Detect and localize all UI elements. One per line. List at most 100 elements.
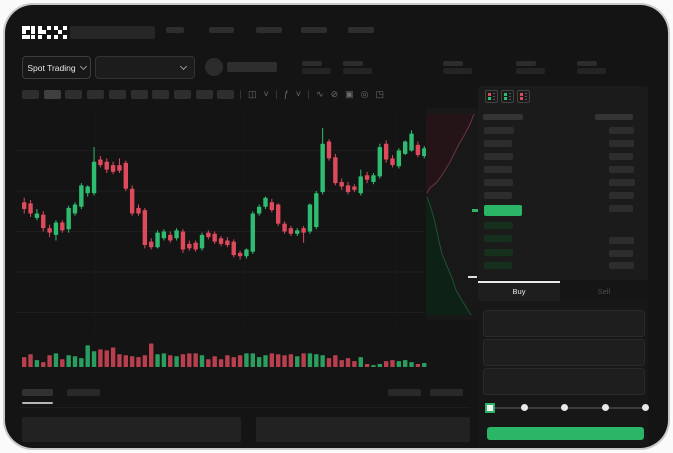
- line-tool-icon[interactable]: ∿: [316, 89, 324, 99]
- timeframe-skeleton[interactable]: [108, 90, 126, 99]
- book-asks-icon[interactable]: [517, 90, 530, 103]
- timeframe-skeleton[interactable]: [65, 90, 83, 99]
- ask-price-row[interactable]: [484, 127, 514, 134]
- candle-body: [180, 231, 186, 250]
- volume-bar: [396, 361, 402, 367]
- volume-bar: [383, 361, 389, 367]
- volume-bar: [117, 354, 122, 367]
- avatar[interactable]: [205, 58, 223, 76]
- candle-body: [66, 207, 71, 230]
- volume-bar: [123, 355, 128, 367]
- volume-bar: [295, 356, 300, 367]
- timeframe-skeleton[interactable]: [22, 90, 39, 99]
- tab-buy[interactable]: Buy: [478, 281, 560, 301]
- slider-step-dot[interactable]: [602, 404, 609, 411]
- timeframe-skeleton[interactable]: [130, 90, 148, 99]
- candle-body: [256, 206, 262, 214]
- slider-step-dot[interactable]: [642, 404, 649, 411]
- camera-icon[interactable]: ▣: [345, 89, 354, 99]
- toggle-color-strip: [488, 97, 491, 100]
- toggle-color-strip: [488, 93, 491, 96]
- volume-bar: [403, 360, 408, 367]
- bottom-tab-skeleton[interactable]: [67, 389, 100, 396]
- logo-pixel: [54, 34, 58, 39]
- toggle-color-strip: [520, 93, 523, 96]
- volume-bar: [79, 358, 84, 367]
- chevron-down-icon[interactable]: ˅: [295, 89, 302, 99]
- volume-bar: [288, 354, 294, 367]
- toolbar-divider: [275, 90, 277, 99]
- candle-body: [225, 240, 230, 245]
- nav-item-skeleton: [166, 27, 184, 33]
- bid-price-row[interactable]: [484, 261, 512, 269]
- candle-body: [168, 234, 173, 241]
- toggle-color-strip: [504, 93, 507, 96]
- amount-row: [609, 237, 634, 244]
- volume-bar: [269, 353, 275, 367]
- chevron-down-icon[interactable]: ˅: [263, 89, 269, 99]
- volume-bar: [250, 353, 255, 367]
- candle-style-icon[interactable]: ◫: [248, 89, 257, 99]
- timeframe-skeleton[interactable]: [152, 90, 170, 99]
- bid-price-row[interactable]: [484, 222, 513, 229]
- candle-body: [409, 133, 414, 151]
- logo-pixel: [30, 26, 35, 30]
- okx-logo[interactable]: [22, 26, 68, 39]
- stat-value-skeleton: [343, 68, 372, 74]
- slider-step-dot[interactable]: [561, 404, 568, 411]
- order-input-field[interactable]: [483, 368, 645, 395]
- candle-body: [187, 243, 192, 249]
- volume-bar: [155, 354, 160, 367]
- amount-row: [609, 249, 633, 257]
- pair-selector-dropdown[interactable]: [95, 56, 195, 79]
- volume-bar: [85, 345, 90, 367]
- logo-pixel: [38, 26, 42, 30]
- bid-price-row[interactable]: [484, 248, 513, 256]
- ask-price-row[interactable]: [484, 140, 512, 147]
- bid-price-row[interactable]: [484, 235, 512, 243]
- amount-row: [609, 140, 634, 147]
- candle-body: [269, 202, 275, 211]
- timeframe-skeleton[interactable]: [217, 90, 235, 99]
- last-price-bar[interactable]: [484, 205, 522, 216]
- ask-price-row[interactable]: [484, 179, 513, 186]
- candle-body: [22, 202, 27, 209]
- slider-step-dot[interactable]: [521, 404, 528, 411]
- logo-pixel: [26, 34, 31, 39]
- amount-row: [609, 127, 634, 134]
- bottom-divider: [20, 407, 470, 408]
- book-combined-icon[interactable]: [485, 90, 498, 103]
- candle-body: [301, 228, 306, 233]
- settings-gear-icon[interactable]: ◎: [360, 89, 369, 99]
- tab-sell[interactable]: Sell: [560, 281, 648, 301]
- ask-price-row[interactable]: [484, 166, 512, 173]
- last-trade-tick: [468, 276, 477, 278]
- timeframe-skeleton[interactable]: [87, 90, 105, 99]
- logo-pixel: [30, 30, 35, 35]
- fullscreen-icon[interactable]: ◳: [375, 89, 385, 99]
- bottom-tab-skeleton[interactable]: [22, 389, 53, 396]
- buy-submit-button[interactable]: [487, 427, 644, 440]
- volume-bar: [352, 361, 357, 367]
- order-input-field[interactable]: [483, 339, 645, 366]
- market-type-selector[interactable]: Spot Trading: [22, 56, 91, 79]
- candlestick-chart[interactable]: [16, 106, 478, 372]
- ask-price-row[interactable]: [484, 153, 513, 160]
- logo-pixel: [22, 34, 26, 39]
- timeframe-skeleton[interactable]: [43, 90, 61, 99]
- timeframe-skeleton[interactable]: [173, 90, 191, 99]
- ask-price-row[interactable]: [484, 192, 512, 199]
- depth-bids-area: [426, 197, 471, 315]
- candle-body: [288, 228, 294, 234]
- book-bids-icon[interactable]: [501, 90, 514, 103]
- draw-tools-icon[interactable]: ⊘: [330, 89, 339, 99]
- volume-bar: [174, 356, 179, 367]
- order-input-field[interactable]: [483, 310, 645, 337]
- indicator-fx-icon[interactable]: ƒ: [283, 89, 289, 99]
- timeframe-skeleton[interactable]: [195, 90, 213, 99]
- toolbar-divider: [308, 90, 310, 99]
- volume-bar: [320, 355, 325, 367]
- candle-body: [206, 232, 211, 238]
- slider-handle[interactable]: [485, 403, 495, 413]
- candle-body: [282, 223, 287, 232]
